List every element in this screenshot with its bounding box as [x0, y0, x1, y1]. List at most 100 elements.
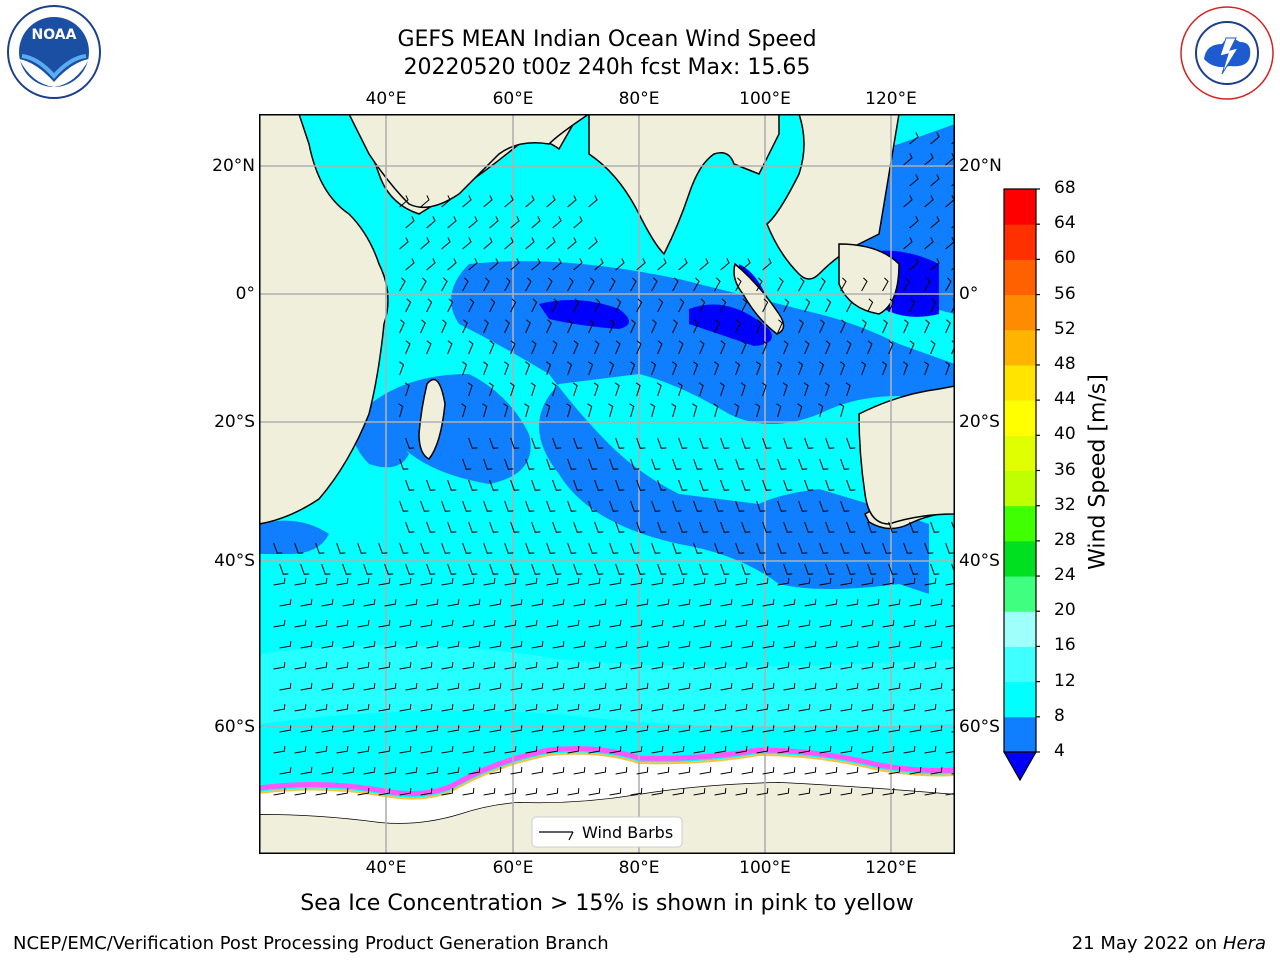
wind-barb [300, 725, 313, 733]
map-frame [259, 114, 955, 854]
wind-barb [840, 620, 853, 628]
wind-barb [525, 277, 532, 292]
wind-barb [447, 298, 454, 313]
wind-barb [882, 704, 895, 712]
wind-barb [489, 725, 502, 733]
wind-barb [378, 620, 391, 628]
bottom-lon-tick: 80°E [618, 858, 660, 878]
colorbar-segment [1004, 189, 1036, 225]
wind-barb [735, 620, 748, 628]
wind-barb [735, 361, 741, 376]
wind-barb [531, 340, 537, 355]
footer-date: 21 May 2022 on Hera [1072, 933, 1266, 954]
wind-barb [489, 479, 499, 491]
wind-barb [635, 382, 641, 397]
wind-barb [699, 683, 712, 691]
wind-barb [714, 704, 727, 712]
wind-barb [609, 620, 622, 628]
wind-barb [657, 298, 664, 313]
wind-barb [525, 361, 531, 376]
wind-barb [426, 479, 436, 491]
wind-barb [609, 788, 622, 796]
wind-barb [504, 788, 517, 796]
wind-barb [594, 641, 607, 649]
wind-barb [636, 340, 642, 355]
colorbar-tick-label: 4 [1054, 741, 1065, 761]
wind-barb [588, 277, 595, 292]
wind-barb [777, 319, 783, 334]
colorbar-segment [1004, 681, 1036, 718]
wind-barb [819, 500, 829, 512]
wind-barb [609, 662, 622, 670]
wind-barb [467, 382, 473, 397]
wind-barb [573, 521, 583, 533]
wind-barb [594, 437, 604, 449]
wind-barb [678, 479, 688, 491]
wind-barb [468, 725, 481, 733]
wind-barb [300, 563, 310, 575]
wind-barb [552, 767, 565, 775]
wind-barb [930, 174, 940, 187]
wind-barb [294, 578, 307, 586]
wind-barb [693, 361, 699, 376]
wind-barb [630, 746, 643, 754]
wind-barb [693, 319, 699, 334]
wind-barb [573, 767, 586, 775]
wind-barb [888, 340, 894, 355]
wind-barb [462, 500, 472, 512]
wind-barb [489, 216, 499, 229]
wind-barb [945, 277, 952, 292]
wind-barb [546, 500, 556, 512]
wind-barb [677, 382, 683, 397]
wind-barb [762, 599, 775, 607]
wind-barb [714, 662, 727, 670]
wind-barb [531, 298, 538, 313]
wind-barb [566, 403, 572, 418]
wind-barb [777, 277, 784, 292]
wind-barb [426, 725, 439, 733]
wind-barb [804, 479, 814, 491]
wind-barb [546, 746, 559, 754]
wind-barb [573, 258, 583, 271]
colorbar-tick-label: 32 [1054, 494, 1076, 515]
right-lat-tick: 60°S [959, 717, 1000, 737]
wind-barb [840, 542, 850, 554]
wind-barb [798, 620, 811, 628]
wind-barb [672, 277, 679, 292]
wind-barb [882, 319, 888, 334]
wind-barb [741, 437, 751, 449]
wind-barb [672, 458, 682, 470]
wind-barb [399, 620, 412, 628]
wind-barb [840, 578, 853, 586]
wind-barb [483, 458, 493, 470]
wind-barb [615, 340, 621, 355]
wind-barb [573, 340, 579, 355]
wind-barb [573, 683, 586, 691]
right-lat-tick: 40°S [959, 551, 1000, 571]
wind-barb [399, 361, 405, 376]
wind-barb [525, 662, 538, 670]
wind-barb [594, 521, 604, 533]
wind-barb [447, 340, 453, 355]
nws-logo [1180, 6, 1274, 100]
wind-barb [839, 403, 845, 418]
wind-barb [300, 641, 313, 649]
colorbar-tick-label: 48 [1054, 353, 1076, 374]
wind-barb [315, 746, 328, 754]
wind-barb [525, 500, 535, 512]
wind-barb [357, 788, 370, 796]
wind-barbs [273, 132, 955, 796]
wind-barb [336, 578, 349, 586]
wind-barb [930, 521, 940, 533]
wind-barb [573, 298, 580, 313]
wind-barb [657, 479, 667, 491]
wind-barb [573, 479, 583, 491]
wind-barb [720, 340, 726, 355]
wind-barb [867, 298, 874, 313]
wind-barb [699, 437, 709, 449]
wind-barb [552, 725, 565, 733]
wind-barb [300, 599, 313, 607]
wind-barb [945, 666, 955, 670]
wind-barb [531, 521, 541, 533]
wind-barb [405, 298, 412, 313]
